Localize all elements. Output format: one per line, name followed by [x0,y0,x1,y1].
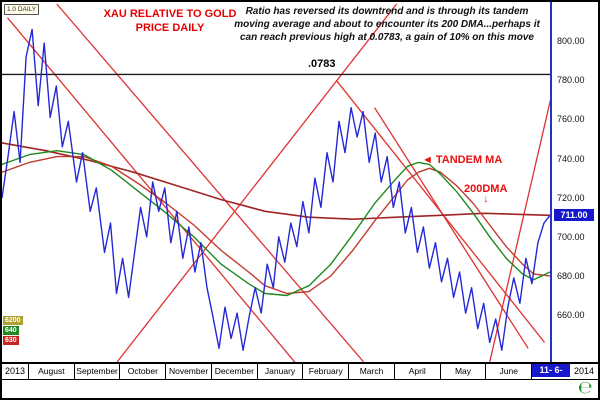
year-label-right: 2014 [574,366,595,376]
vendor-logo-icon: ℮ [578,378,593,398]
y-axis-label: 660.00 [557,310,585,320]
year-label-left: 2013 [5,366,26,376]
x-axis[interactable]: 2013 August September October November Decem… [2,362,598,380]
trendline-0 [7,17,296,362]
resistance-level-label: .0783 [308,58,336,70]
chart-title-line1: XAU RELATIVE TO GOLD [103,8,237,20]
x-axis-month: January [256,364,303,379]
plot-area[interactable]: 1.0 DAILY XAU RELATIVE TO GOLD PRICE DAI… [2,2,550,362]
tandem-ma-green-line [2,149,550,297]
current-price-badge: 711.00 [554,209,594,221]
symbol-tag: 1.0 DAILY [4,4,40,15]
trendline-5 [489,99,550,362]
chart-title: XAU RELATIVE TO GOLD PRICE DAILY [88,7,252,36]
current-date-badge: 11- 6- [532,364,570,377]
x-axis-month: May [439,364,486,379]
down-arrow-icon: ↓ [483,194,489,205]
indicator-value-tag: 640 [3,326,19,335]
dma200-callout: 200DMA ↓ [464,183,507,205]
indicator-value-tag: 630 [3,336,19,345]
tandem-ma-label: TANDEM MA [435,154,503,166]
annotation-line: moving average and about to encounter it… [234,19,540,31]
x-axis-month: April [393,364,440,379]
x-axis-month: October [119,364,165,379]
y-axis-label: 760.00 [557,114,585,124]
dma200-label: 200DMA [464,183,508,195]
indicator-value-tag: 6200 [3,316,23,325]
annotation-line: can reach previous high at 0.0783, a gai… [240,32,534,44]
y-axis-label: 780.00 [557,75,585,85]
plot-right-edge [550,2,552,362]
trendline-1 [56,3,365,362]
right-axis[interactable]: 711.00 800.00 780.00 760.00 740.00 720.00 700… [554,2,598,362]
x-axis-month: February [302,364,348,379]
tandem-ma-callout: ◄ TANDEM MA [422,154,502,166]
left-arrow-icon: ◄ [422,154,433,166]
x-axis-month: December [210,364,257,379]
x-axis-month: March [348,364,394,379]
y-axis-label: 740.00 [557,154,585,164]
tandem-ma-red-line [2,155,550,295]
y-axis-label: 800.00 [557,36,585,46]
xau-gold-ratio-line [2,28,550,351]
y-axis-label: 680.00 [557,271,585,281]
month-cells: August September October November December Ja… [28,364,533,379]
plot-svg[interactable] [2,2,550,362]
ma-200-line [2,142,550,220]
analyst-annotation: Ratio has reversed its downtrend and is … [228,5,546,45]
chart-title-line2: PRICE DAILY [135,22,205,35]
y-axis-label: 720.00 [557,193,585,203]
x-axis-month: November [165,364,211,379]
trendline-2 [116,3,398,362]
annotation-line: Ratio has reversed its downtrend and is … [245,6,529,17]
x-axis-month: June [485,364,533,379]
x-axis-month: September [73,364,120,379]
x-axis-month: August [28,364,74,379]
left-tags: 6200 640 630 [3,316,23,346]
y-axis-label: 700.00 [557,232,585,242]
trendline-4 [374,107,529,349]
